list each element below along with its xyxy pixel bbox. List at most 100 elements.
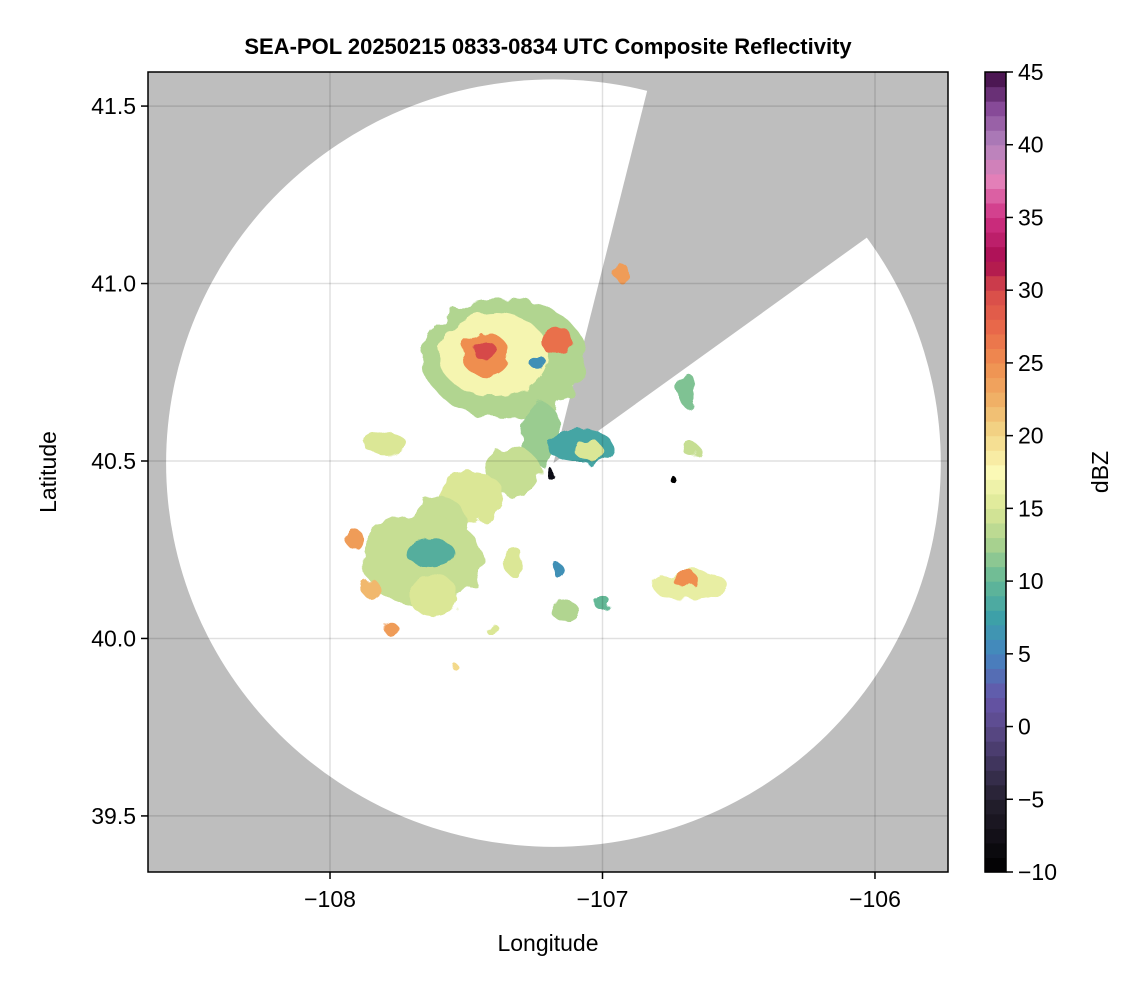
- radar-coverage: [166, 72, 941, 847]
- colorbar-bin: [985, 552, 1006, 568]
- colorbar-bin: [985, 173, 1006, 189]
- x-axis-label: Longitude: [497, 930, 598, 956]
- colorbar-bin: [985, 406, 1006, 422]
- colorbar-bin: [985, 784, 1006, 800]
- y-axis: 39.5 40.0 40.5 41.0 41.5: [91, 93, 148, 829]
- colorbar-bin: [985, 275, 1006, 291]
- echo-cell: [667, 473, 674, 481]
- y-tick-label: 40.0: [91, 625, 136, 651]
- plot-area: [148, 72, 948, 872]
- colorbar-frame: [984, 71, 1007, 873]
- colorbar-bin: [985, 537, 1006, 553]
- colorbar-bin: [985, 333, 1006, 349]
- y-tick-label: 39.5: [91, 803, 136, 829]
- colorbar-bin: [985, 72, 1006, 88]
- echo-cell: [501, 546, 524, 575]
- colorbar-bin: [985, 246, 1006, 262]
- colorbar-bin: [985, 682, 1006, 699]
- colorbar-bin: [985, 159, 1006, 175]
- colorbar-tick-label: 5: [1018, 641, 1031, 667]
- colorbar-bin: [985, 188, 1006, 204]
- colorbar-bin: [985, 508, 1006, 524]
- colorbar-tick-label: 25: [1018, 350, 1044, 376]
- colorbar-bin: [985, 741, 1006, 757]
- colorbar-bin: [985, 624, 1006, 640]
- colorbar-bin: [985, 319, 1006, 335]
- colorbar-bin: [985, 566, 1006, 582]
- plot-frame: [147, 71, 949, 873]
- colorbar-bin: [985, 813, 1006, 829]
- colorbar-tick-label: 0: [1018, 714, 1031, 740]
- colorbar-bin: [985, 697, 1006, 713]
- x-axis: −108 −107 −106: [304, 872, 901, 912]
- colorbar-bin: [985, 144, 1006, 160]
- colorbar-bin: [985, 668, 1006, 684]
- colorbar-bin: [985, 450, 1006, 466]
- colorbar-bin: [985, 857, 1006, 873]
- echo-cell: [485, 620, 497, 635]
- colorbar-bin: [985, 392, 1006, 408]
- y-axis-label: Latitude: [35, 431, 61, 513]
- colorbar-bin: [985, 639, 1006, 655]
- echo-layer: [346, 262, 728, 671]
- echo-cell: [678, 372, 696, 408]
- colorbar-bin: [985, 377, 1006, 393]
- echo-cell: [543, 466, 553, 477]
- echo-cell: [474, 340, 497, 362]
- echo-cell: [684, 443, 701, 458]
- grid-lines: [148, 72, 948, 872]
- x-tick-label: −106: [849, 886, 901, 912]
- colorbar-bin: [985, 101, 1006, 117]
- echo-cell: [594, 595, 611, 611]
- colorbar-bin: [985, 261, 1006, 277]
- colorbar-bin: [985, 493, 1006, 509]
- colorbar-tick-label: 20: [1018, 423, 1044, 449]
- y-tick-label: 41.5: [91, 93, 136, 119]
- colorbar-bin: [985, 217, 1006, 233]
- y-tick-label: 40.5: [91, 448, 136, 474]
- echo-cell: [553, 563, 565, 579]
- echo-cell: [539, 326, 573, 355]
- colorbar-tick-label: 30: [1018, 277, 1044, 303]
- colorbar-bin: [985, 653, 1006, 669]
- x-tick-label: −108: [304, 886, 356, 912]
- colorbar-bin: [985, 348, 1006, 364]
- echo-cell: [406, 539, 456, 568]
- echo-cell: [409, 574, 459, 618]
- colorbar-tick-label: 35: [1018, 204, 1044, 230]
- colorbar: −10 −5 0 5 10 15 20 25 30 35 40 45: [984, 59, 1057, 885]
- colorbar-bin: [985, 712, 1006, 728]
- colorbar-bin: [985, 232, 1006, 248]
- colorbar-bin: [985, 115, 1006, 131]
- colorbar-bin: [985, 479, 1006, 495]
- echo-cell: [362, 578, 380, 600]
- x-tick-label: −107: [577, 886, 629, 912]
- echo-cell: [362, 432, 407, 454]
- colorbar-tick-label: −10: [1018, 859, 1057, 885]
- colorbar-tick-label: 10: [1018, 568, 1044, 594]
- echo-cell: [346, 528, 363, 550]
- colorbar-bin: [985, 755, 1006, 771]
- colorbar-bin: [985, 842, 1006, 859]
- colorbar-bin: [985, 595, 1006, 611]
- colorbar-tick-label: −5: [1018, 786, 1044, 812]
- colorbar-tick-label: 15: [1018, 495, 1044, 521]
- colorbar-bin: [985, 435, 1006, 451]
- echo-cell: [528, 354, 546, 369]
- echo-cell: [575, 439, 603, 461]
- colorbar-tick-label: 45: [1018, 59, 1044, 85]
- echo-cell: [670, 571, 698, 586]
- echo-cell: [452, 663, 459, 671]
- colorbar-bin: [985, 290, 1006, 306]
- echo-cell: [383, 620, 397, 635]
- colorbar-bin: [985, 304, 1006, 320]
- colorbar-tick-label: 40: [1018, 132, 1044, 158]
- y-tick-label: 41.0: [91, 271, 136, 297]
- echo-cell: [616, 262, 628, 284]
- colorbar-bin: [985, 770, 1006, 786]
- colorbar-bin: [985, 202, 1006, 219]
- colorbar-bin: [985, 581, 1006, 597]
- chart-title: SEA-POL 20250215 0833-0834 UTC Composite…: [244, 34, 852, 59]
- colorbar-bin: [985, 726, 1006, 742]
